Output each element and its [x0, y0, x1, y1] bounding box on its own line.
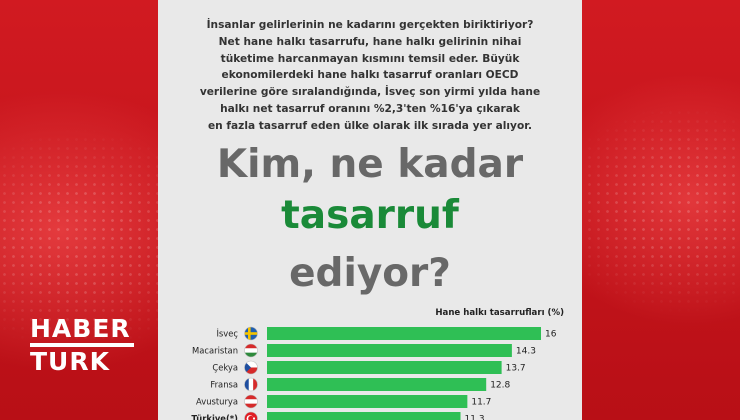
austria-flag-icon — [244, 395, 258, 408]
category-label: Çekya — [212, 363, 238, 373]
sweden-flag-icon — [244, 327, 258, 340]
flag-stripe — [244, 352, 258, 357]
category-label: Türkiye(*) — [191, 414, 238, 420]
flag-stripe — [248, 378, 254, 391]
bar — [267, 327, 541, 340]
headline-line-2: tasarruf — [281, 193, 459, 238]
flag-stripe — [244, 399, 258, 404]
flag-stripe — [244, 367, 258, 374]
flag-triangle — [244, 361, 251, 374]
flag-stripe — [244, 348, 258, 353]
bar — [267, 395, 468, 408]
intro-line: verilerine göre sıralandığında, İsveç so… — [199, 86, 541, 99]
headline-line-1: Kim, ne kadar — [216, 142, 524, 187]
flag-stripe — [244, 361, 258, 368]
bar-row: Macaristan 14.3 — [192, 343, 536, 358]
bar — [267, 344, 512, 357]
value-label: 14.3 — [516, 347, 536, 357]
intro-line: Net hane halkı tasarrufu, hane halkı gel… — [218, 35, 522, 48]
intro-paragraph: İnsanlar gelirlerinin ne kadarını gerçek… — [170, 17, 570, 135]
turkey-flag-icon — [244, 412, 258, 420]
czechia-flag-icon — [244, 361, 258, 374]
bar-row: İsveç 16 — [216, 326, 557, 341]
flag-stripe — [244, 378, 249, 391]
flag-outline — [244, 360, 258, 375]
logo-bottom-text: TURK — [30, 347, 110, 376]
category-label: Macaristan — [192, 346, 238, 356]
flag-stripe — [253, 378, 258, 391]
hungary-flag-icon — [244, 344, 258, 357]
bar-row: Avusturya 11.7 — [196, 394, 491, 409]
value-label: 11.7 — [471, 398, 491, 408]
flag-outline — [244, 411, 258, 420]
logo-top-text: HABER — [30, 314, 131, 343]
value-label: 13.7 — [506, 364, 526, 374]
category-label: İsveç — [216, 329, 238, 339]
haberturk-logo: HABER TURK — [30, 316, 140, 374]
bar — [267, 378, 487, 391]
value-label: 11.3 — [465, 415, 485, 420]
logo-divider — [30, 343, 134, 347]
bar — [267, 412, 461, 420]
flag-stripe — [244, 395, 258, 400]
bar-row: Türkiye(*) 11.3 — [191, 411, 485, 420]
category-label: Fransa — [210, 380, 238, 390]
value-label: 12.8 — [490, 381, 510, 391]
headline-line-3: ediyor? — [289, 251, 451, 296]
flag-outline — [244, 326, 258, 341]
intro-line: halkı net tasarruf oranını %2,3'ten %16'… — [220, 102, 520, 115]
value-label: 16 — [545, 330, 557, 340]
chart-title: Hane halkı tasarrufları (%) — [435, 308, 564, 318]
bar — [267, 361, 502, 374]
intro-line: ekonomilerdeki hane halkı tasarruf oranl… — [221, 69, 519, 82]
flag-star — [252, 417, 256, 420]
france-flag-icon — [244, 378, 258, 391]
flag-outline — [244, 377, 258, 392]
flag-outline — [244, 343, 258, 358]
flag-stripe — [244, 344, 258, 349]
intro-line: İnsanlar gelirlerinin ne kadarını gerçek… — [206, 19, 534, 31]
flag-stripe — [244, 403, 258, 408]
flag-outline — [244, 394, 258, 409]
savings-bar-chart: İsveç 16 Macaristan 14.3 Çekya 13.7 Fransa 12.8… — [191, 326, 557, 420]
flag-cross-h — [244, 332, 258, 335]
category-label: Avusturya — [196, 397, 238, 407]
intro-line: tüketime harcanmayan kısmını temsil eder… — [220, 52, 520, 65]
intro-line: en fazla tasarruf eden ülke olarak ilk s… — [208, 119, 532, 132]
infographic-card: İnsanlar gelirlerinin ne kadarını gerçek… — [158, 0, 582, 420]
bar-row: Çekya 13.7 — [212, 360, 526, 375]
bar-row: Fransa 12.8 — [210, 377, 511, 392]
